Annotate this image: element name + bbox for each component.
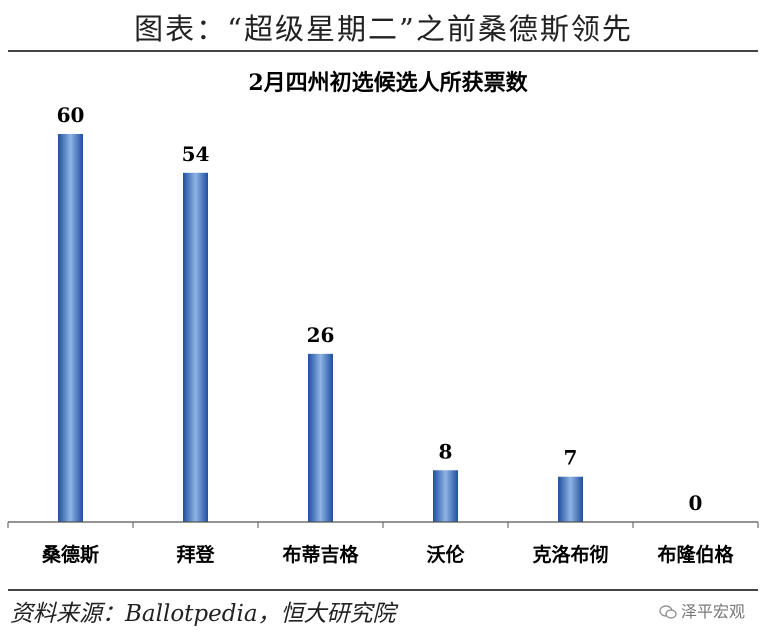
bar-chart: 2月四州初选候选人所获票数 60 54 26 8 7 0 桑德斯 拜登 布蒂吉格 沃伦 克洛布彻 布… <box>7 70 759 566</box>
category-label-4: 沃伦 <box>426 543 465 566</box>
wechat-icon <box>659 605 677 619</box>
bar-1 <box>58 134 83 522</box>
value-label-2: 54 <box>182 142 210 166</box>
bar-3 <box>308 353 333 522</box>
chart-title: 2月四州初选候选人所获票数 <box>248 70 528 96</box>
category-label-5: 克洛布彻 <box>532 543 608 566</box>
category-label-2: 拜登 <box>176 543 215 566</box>
bar-4 <box>433 470 458 522</box>
bar-5 <box>558 476 583 522</box>
category-label-1: 桑德斯 <box>42 543 99 566</box>
value-label-5: 7 <box>564 446 578 470</box>
watermark: 泽平宏观 <box>659 598 745 622</box>
source-note: 资料来源：Ballotpedia，恒大研究院 <box>10 601 396 627</box>
category-label-3: 布蒂吉格 <box>282 543 359 566</box>
watermark-text: 泽平宏观 <box>680 602 745 621</box>
value-label-3: 26 <box>307 323 335 347</box>
bottom-rule <box>8 589 758 591</box>
value-label-1: 60 <box>57 103 85 127</box>
value-label-6: 0 <box>689 491 703 515</box>
category-label-6: 布隆伯格 <box>657 543 734 566</box>
bar-2 <box>183 172 208 523</box>
value-label-4: 8 <box>439 439 453 463</box>
top-rule <box>8 50 758 52</box>
figure-title: 图表：“超级星期二”之前桑德斯领先 <box>134 12 633 46</box>
